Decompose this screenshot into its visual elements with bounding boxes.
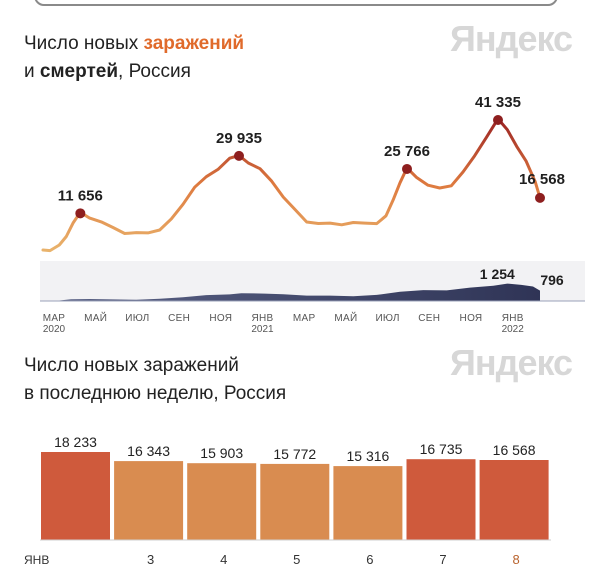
deaths-peak-label-2: 796 (540, 272, 564, 288)
bar-value-label-4: 15 772 (273, 446, 316, 462)
x-tick-year-12: 2022 (502, 324, 525, 335)
x-tick-label-12: ЯНВ (502, 313, 524, 324)
chart2-title-line2: в последнюю неделю, Россия (24, 383, 287, 404)
bar-category-label-5: 6 (366, 552, 373, 567)
yandex-logo-1: Яндекс (450, 18, 573, 59)
bar-category-label-1: ЯНВ (24, 553, 49, 567)
bar-value-label-3: 15 903 (200, 445, 243, 461)
cases-peak-label-3: 25 766 (384, 143, 430, 160)
x-tick-label-10: СЕН (418, 313, 440, 324)
chart1-title-line1: Число новых заражений (24, 33, 245, 54)
deaths-peak-label-1: 1 254 (480, 266, 515, 282)
x-tick-label-3: ИЮЛ (125, 313, 149, 324)
bar-1 (41, 452, 110, 540)
x-tick-label-5: НОЯ (209, 313, 232, 324)
bar-category-label-2: 3 (147, 552, 154, 567)
bar-3 (187, 463, 257, 540)
bar-value-label-2: 16 343 (127, 443, 170, 459)
x-tick-year-1: 2020 (43, 324, 66, 335)
x-tick-label-6: ЯНВ (251, 313, 273, 324)
x-tick-year-6: 2021 (251, 324, 274, 335)
deaths-area (43, 283, 540, 301)
x-tick-label-11: НОЯ (460, 313, 483, 324)
x-tick-label-7: МАР (293, 313, 316, 324)
cases-peak-label-2: 29 935 (216, 130, 262, 147)
x-tick-label-9: ИЮЛ (375, 313, 399, 324)
x-tick-label-1: МАР (43, 313, 66, 324)
bar-value-label-6: 16 735 (420, 441, 463, 457)
cases-peak-marker-1 (75, 208, 86, 219)
cases-peak-marker-2 (234, 150, 244, 161)
cases-peak-marker-5 (535, 192, 545, 203)
bar-6 (406, 459, 476, 540)
bar-2 (114, 461, 184, 540)
cases-peak-label-1: 11 656 (58, 187, 103, 204)
bar-category-label-3: 4 (220, 552, 227, 567)
cases-line (41, 117, 542, 253)
chart2-title-line1: Число новых заражений (24, 355, 239, 376)
bar-value-label-7: 16 568 (493, 442, 536, 458)
bar-value-label-1: 18 233 (54, 434, 97, 450)
bar-4 (260, 463, 330, 540)
x-tick-label-2: МАЙ (84, 311, 107, 324)
cases-peak-marker-3 (402, 163, 412, 174)
bar-value-label-5: 15 316 (346, 448, 389, 464)
bar-category-label-4: 5 (293, 552, 300, 567)
yandex-logo-2: Яндекс (450, 342, 573, 383)
cases-peak-label-5: 16 568 (519, 171, 565, 188)
chart1-title-line2: и смертей, Россия (24, 61, 191, 82)
bar-category-label-6: 7 (439, 552, 446, 567)
bar-category-label-7: 8 (512, 552, 519, 567)
x-tick-label-4: СЕН (168, 313, 190, 324)
x-tick-label-8: МАЙ (334, 311, 357, 324)
bar-7 (479, 460, 549, 540)
cases-peak-marker-4 (493, 115, 503, 125)
cases-peak-label-4: 41 335 (475, 94, 521, 111)
bar-5 (333, 466, 403, 540)
